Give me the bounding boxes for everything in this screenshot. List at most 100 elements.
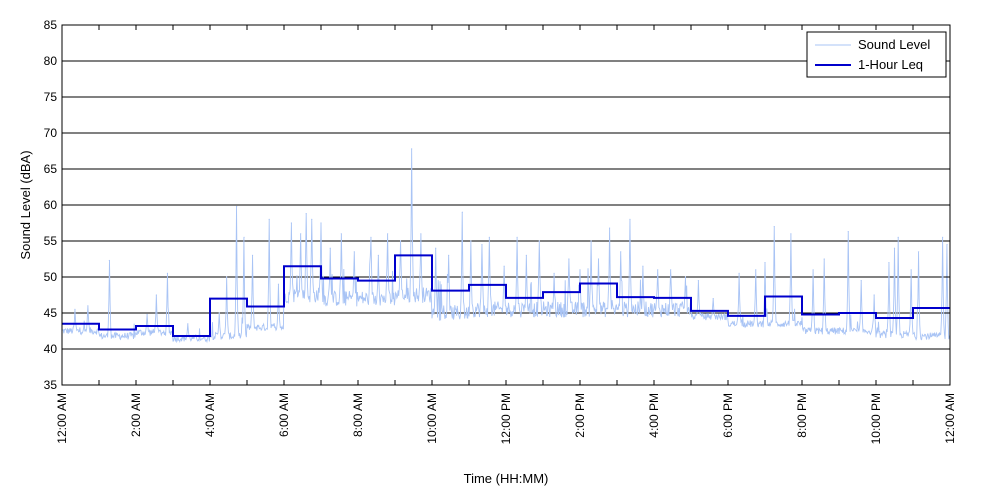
sound-level-peak <box>340 233 342 235</box>
sound-level-peak <box>917 251 920 253</box>
sound-level-peak <box>946 244 948 246</box>
legend-box <box>806 31 947 78</box>
grid-lines <box>62 60 950 350</box>
sound-level-peak <box>553 272 555 274</box>
y-tick-label: 75 <box>44 90 58 104</box>
sound-level-peak <box>74 308 76 310</box>
sound-level-peak <box>684 276 687 278</box>
sound-level-peak <box>812 269 814 271</box>
sound-level-peak <box>893 247 896 249</box>
sound-level-peak <box>218 312 220 314</box>
sound-level-peak <box>353 251 355 253</box>
sound-level-peak <box>629 218 631 220</box>
sound-level-peak <box>166 272 169 274</box>
y-axis-ticks: 35 40 45 50 55 60 65 70 75 80 85 <box>44 18 950 392</box>
sound-level-peak <box>290 222 292 224</box>
sound-level-peak <box>697 280 700 282</box>
sound-level-peak <box>790 233 792 235</box>
x-tick-label: 2:00 AM <box>129 393 143 437</box>
leq-step-line <box>62 254 950 338</box>
sound-level-peak <box>226 276 228 278</box>
x-tick-label: 4:00 AM <box>203 393 217 437</box>
legend: Sound Level 1-Hour Leq <box>806 31 947 78</box>
sound-level-peak <box>187 323 189 325</box>
sound-level-peak <box>597 258 600 260</box>
x-tick-label: 8:00 AM <box>351 393 365 437</box>
sound-level-peak <box>910 269 912 271</box>
x-tick-label: 2:00 PM <box>573 393 587 438</box>
sound-level-peak <box>387 233 389 235</box>
sound-level-peak <box>609 227 611 229</box>
sound-level-peak <box>236 205 238 208</box>
sound-level-peak <box>87 305 89 307</box>
sound-level-peak <box>320 222 322 224</box>
sound-level-peak <box>620 251 622 253</box>
sound-level-peak <box>712 298 714 300</box>
sound-level-peak <box>942 236 944 238</box>
x-axis-label: Time (HH:MM) <box>464 471 549 486</box>
y-tick-label: 80 <box>44 54 58 68</box>
sound-level-peak <box>305 213 307 215</box>
sound-level-peak <box>888 262 890 264</box>
sound-level-peak <box>525 254 527 256</box>
sound-level-peak <box>243 236 245 238</box>
sound-level-peak <box>538 240 540 242</box>
leq-series <box>62 254 950 338</box>
sound-level-peak <box>503 265 505 267</box>
x-tick-label: 6:00 PM <box>721 393 735 438</box>
sound-level-peak <box>773 226 775 228</box>
y-tick-label: 45 <box>44 306 58 320</box>
sound-level-peak <box>108 259 110 262</box>
sound-level-peak <box>251 254 254 256</box>
x-tick-label: 10:00 PM <box>869 393 883 444</box>
legend-label-leq: 1-Hour Leq <box>858 57 923 72</box>
sound-level-peak <box>277 283 280 285</box>
y-tick-label: 35 <box>44 378 58 392</box>
sound-level-peak <box>642 265 644 267</box>
sound-level-peak <box>481 244 483 246</box>
sound-level-peak <box>568 258 570 260</box>
sound-level-peak <box>488 236 490 238</box>
sound-level-peak <box>860 280 862 282</box>
sound-level-peak <box>764 262 766 264</box>
sound-level-peak <box>311 218 313 220</box>
sound-level-peak <box>420 233 422 235</box>
sound-level-peak <box>470 240 472 242</box>
x-tick-label: 12:00 AM <box>55 393 69 444</box>
x-tick-label: 12:00 AM <box>943 393 957 444</box>
y-tick-label: 60 <box>44 198 58 212</box>
y-tick-label: 40 <box>44 342 58 356</box>
x-tick-label: 12:00 PM <box>499 393 513 444</box>
sound-level-peak <box>823 258 825 260</box>
y-tick-label: 70 <box>44 126 58 140</box>
sound-level-peak <box>435 247 437 249</box>
sound-level-peak <box>847 231 849 233</box>
sound-level-peak <box>329 247 331 249</box>
y-axis-label: Sound Level (dBA) <box>18 150 33 259</box>
x-axis-ticks: 12:00 AM 2:00 AM 4:00 AM 6:00 AM 8:00 AM 10:0… <box>55 25 957 444</box>
sound-level-peak <box>897 236 899 238</box>
sound-level-peak <box>448 254 450 256</box>
x-tick-label: 6:00 AM <box>277 393 291 437</box>
sound-level-peak <box>399 240 402 242</box>
sound-level-peak <box>377 254 379 256</box>
sound-level-peak <box>738 272 740 274</box>
sound-level-peak <box>146 313 148 316</box>
y-tick-label: 50 <box>44 270 58 284</box>
y-tick-label: 55 <box>44 234 58 248</box>
sound-level-peak <box>516 236 518 238</box>
sound-level-peak <box>657 269 659 271</box>
x-tick-label: 8:00 PM <box>795 393 809 438</box>
sound-level-peak <box>300 233 302 235</box>
y-tick-label: 85 <box>44 18 58 32</box>
sound-level-peak <box>370 236 372 238</box>
sound-level-peak <box>590 240 592 242</box>
sound-level-peak <box>670 269 672 271</box>
sound-level-peak <box>461 211 463 213</box>
sound-level-peak <box>873 294 875 296</box>
y-tick-label: 65 <box>44 162 58 176</box>
sound-level-peak <box>411 148 413 150</box>
sound-level-peak <box>155 294 157 296</box>
